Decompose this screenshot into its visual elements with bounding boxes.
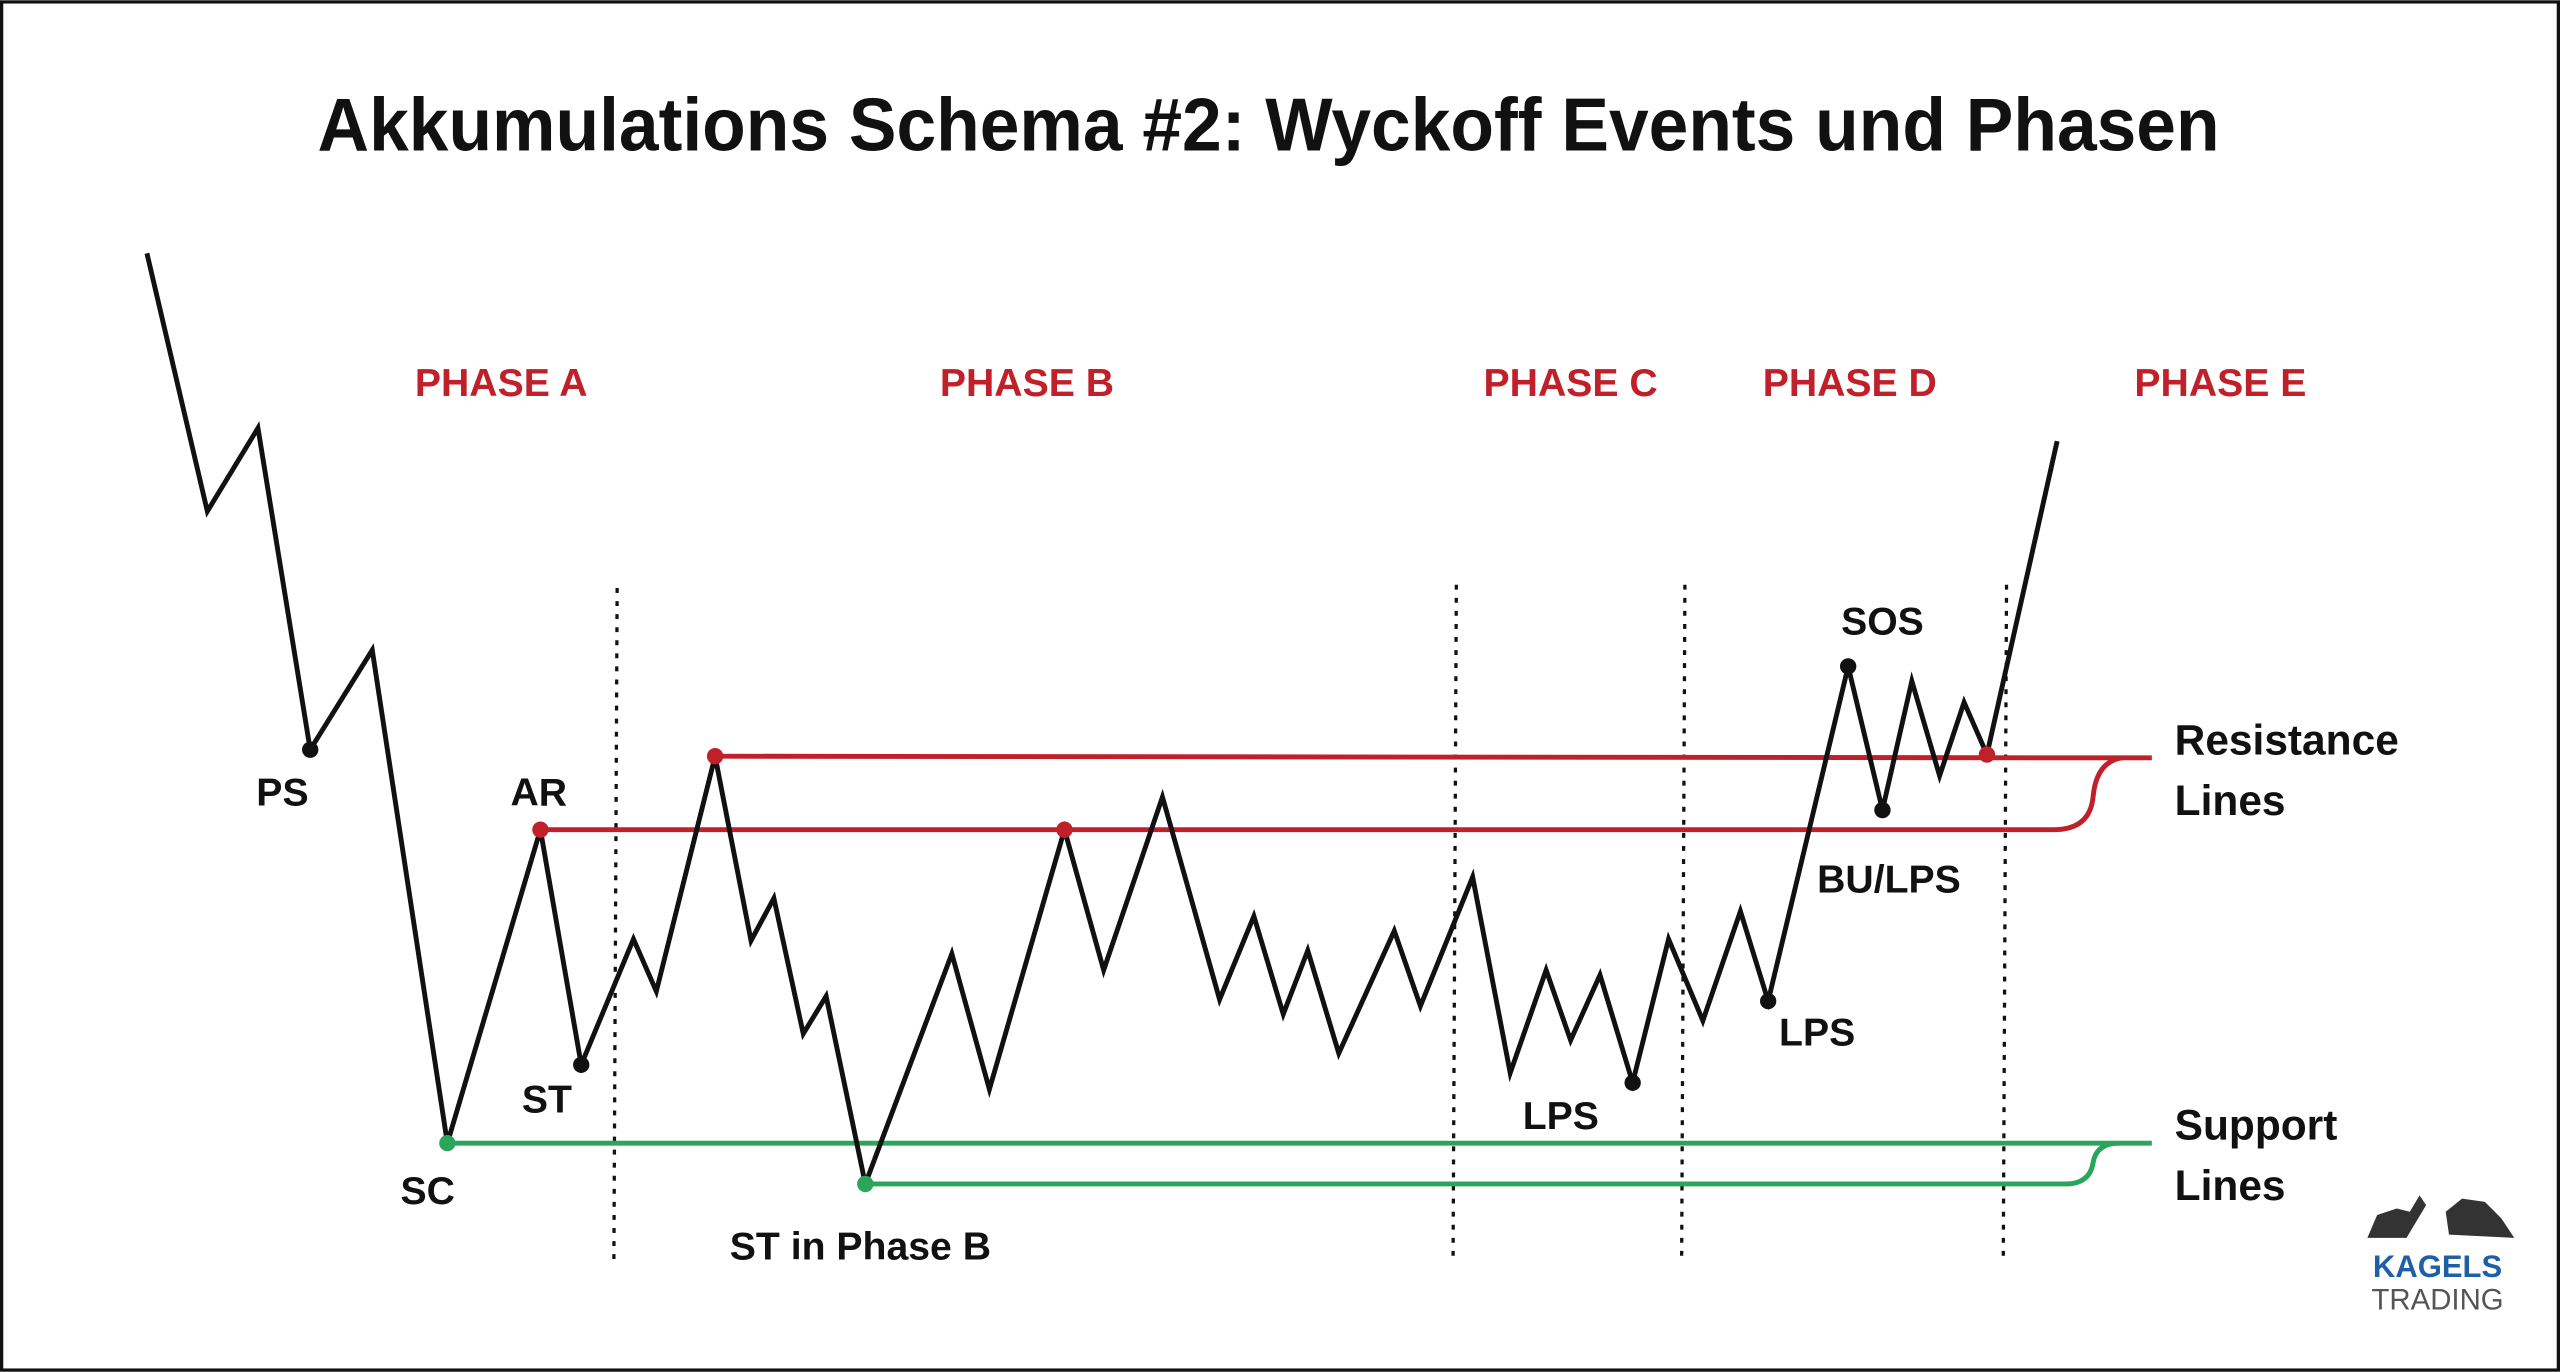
resistance-line xyxy=(715,753,2152,761)
phase-label: PHASE C xyxy=(1484,362,1658,405)
logo-text: KAGELS xyxy=(2373,1249,2502,1284)
logo-bear xyxy=(2445,1198,2515,1238)
event-dot xyxy=(857,1175,874,1193)
logo: KAGELS TRADING xyxy=(2367,1195,2515,1316)
event-dot xyxy=(1056,821,1073,838)
event-label: ST xyxy=(522,1079,572,1122)
phase-label: PHASE E xyxy=(2134,362,2306,405)
event-dot xyxy=(532,821,549,838)
event-dot xyxy=(1840,658,1857,675)
resistance-line xyxy=(540,755,2123,833)
resistance-label: Resistance xyxy=(2175,716,2399,763)
logo-bull xyxy=(2367,1195,2427,1238)
event-dot xyxy=(573,1056,590,1073)
support-line xyxy=(865,1140,2120,1187)
event-dot xyxy=(1874,801,1891,819)
support-label: Support xyxy=(2175,1102,2338,1149)
event-label: PS xyxy=(256,772,308,815)
price-path xyxy=(144,252,2060,1193)
event-label: AR xyxy=(510,772,567,815)
event-dot xyxy=(706,748,724,765)
event-label: BU/LPS xyxy=(1817,858,1961,901)
phase-divider xyxy=(2001,584,2009,1261)
event-dot xyxy=(1978,746,1996,763)
event-label: LPS xyxy=(1779,1012,1855,1055)
event-dot xyxy=(302,741,319,758)
phase-label: PHASE A xyxy=(415,362,588,405)
event-dot xyxy=(1624,1074,1641,1091)
event-label: SOS xyxy=(1841,600,1924,643)
phase-divider xyxy=(1451,584,1458,1261)
logo-text: TRADING xyxy=(2371,1283,2503,1316)
event-dot xyxy=(1760,992,1777,1010)
title: Akkumulations Schema #2: Wyckoff Events … xyxy=(318,83,2220,167)
phase-label: PHASE B xyxy=(940,362,1114,405)
event-dot xyxy=(439,1134,456,1152)
event-label: LPS xyxy=(1523,1095,1599,1138)
event-label: ST in Phase B xyxy=(730,1226,991,1269)
phase-divider xyxy=(1680,584,1687,1261)
phase-label: PHASE D xyxy=(1763,362,1937,405)
resistance-label: Lines xyxy=(2175,777,2286,824)
event-label: SC xyxy=(401,1170,455,1213)
support-label: Lines xyxy=(2175,1162,2286,1209)
